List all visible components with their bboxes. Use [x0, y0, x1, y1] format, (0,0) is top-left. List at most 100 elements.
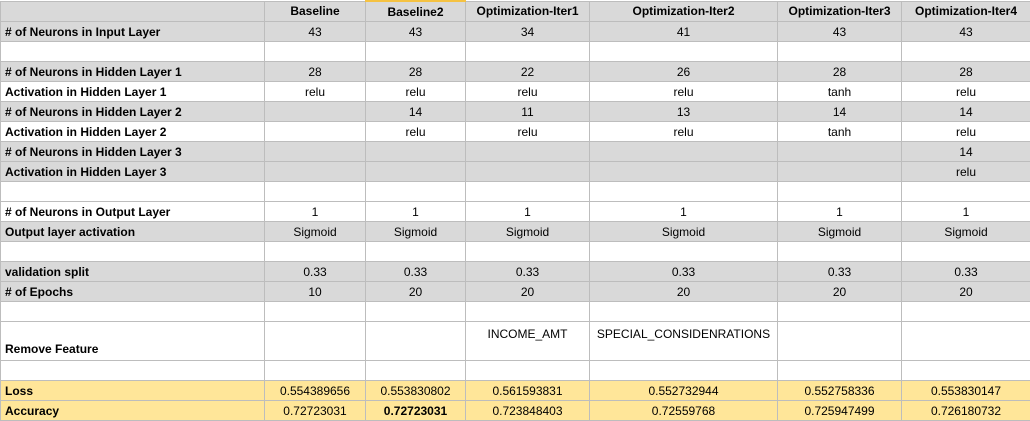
column-header[interactable]: Optimization-Iter4 — [902, 1, 1030, 22]
table-cell[interactable] — [902, 302, 1030, 322]
table-cell[interactable]: 14 — [778, 102, 902, 122]
table-cell[interactable]: relu — [466, 82, 590, 102]
table-cell[interactable]: 20 — [366, 282, 466, 302]
table-cell[interactable]: 28 — [778, 62, 902, 82]
table-cell[interactable] — [902, 361, 1030, 381]
table-cell[interactable]: 20 — [902, 282, 1030, 302]
table-cell[interactable]: relu — [590, 122, 778, 142]
table-cell[interactable] — [590, 142, 778, 162]
row-label[interactable] — [1, 42, 265, 62]
row-label[interactable]: Remove Feature — [1, 322, 265, 361]
table-cell[interactable] — [590, 162, 778, 182]
table-cell[interactable] — [902, 182, 1030, 202]
table-cell[interactable]: 41 — [590, 22, 778, 42]
table-cell[interactable] — [590, 42, 778, 62]
table-cell[interactable]: 43 — [265, 22, 366, 42]
table-cell[interactable] — [778, 242, 902, 262]
column-header[interactable]: Baseline — [265, 1, 366, 22]
corner-cell[interactable] — [1, 1, 265, 22]
row-label[interactable] — [1, 182, 265, 202]
row-label[interactable] — [1, 361, 265, 381]
table-cell[interactable]: 43 — [778, 22, 902, 42]
table-cell[interactable]: 22 — [466, 62, 590, 82]
row-label[interactable]: Loss — [1, 381, 265, 401]
table-cell[interactable]: 0.33 — [466, 262, 590, 282]
column-header[interactable]: Baseline2 — [366, 1, 466, 22]
table-cell[interactable] — [778, 42, 902, 62]
table-cell[interactable] — [466, 142, 590, 162]
table-cell[interactable] — [265, 102, 366, 122]
row-label[interactable] — [1, 242, 265, 262]
column-header[interactable]: Optimization-Iter1 — [466, 1, 590, 22]
table-cell[interactable] — [466, 302, 590, 322]
table-cell[interactable]: 0.33 — [366, 262, 466, 282]
table-cell[interactable] — [590, 242, 778, 262]
table-cell[interactable]: relu — [902, 122, 1030, 142]
table-cell[interactable]: 13 — [590, 102, 778, 122]
row-label[interactable]: Activation in Hidden Layer 2 — [1, 122, 265, 142]
row-label[interactable]: validation split — [1, 262, 265, 282]
table-cell[interactable]: 43 — [366, 22, 466, 42]
row-label[interactable]: # of Neurons in Input Layer — [1, 22, 265, 42]
table-cell[interactable]: 1 — [466, 202, 590, 222]
table-cell[interactable]: 0.553830802 — [366, 381, 466, 401]
table-cell[interactable] — [778, 182, 902, 202]
table-cell[interactable]: 14 — [366, 102, 466, 122]
table-cell[interactable]: 14 — [902, 102, 1030, 122]
row-label[interactable]: # of Neurons in Hidden Layer 3 — [1, 142, 265, 162]
table-cell[interactable] — [366, 182, 466, 202]
table-cell[interactable]: 20 — [466, 282, 590, 302]
table-cell[interactable]: relu — [902, 162, 1030, 182]
table-cell[interactable] — [265, 322, 366, 361]
table-cell[interactable]: 28 — [902, 62, 1030, 82]
table-cell[interactable]: 0.554389656 — [265, 381, 366, 401]
row-label[interactable]: # of Neurons in Hidden Layer 1 — [1, 62, 265, 82]
table-cell[interactable] — [590, 361, 778, 381]
table-cell[interactable] — [902, 322, 1030, 361]
table-cell[interactable] — [902, 242, 1030, 262]
table-cell[interactable] — [778, 162, 902, 182]
table-cell[interactable] — [778, 142, 902, 162]
table-cell[interactable] — [902, 42, 1030, 62]
table-cell[interactable] — [466, 242, 590, 262]
table-cell[interactable]: 28 — [366, 62, 466, 82]
table-cell[interactable]: 1 — [778, 202, 902, 222]
table-cell[interactable]: 10 — [265, 282, 366, 302]
table-cell[interactable]: relu — [902, 82, 1030, 102]
table-cell[interactable]: Sigmoid — [902, 222, 1030, 242]
table-cell[interactable]: 1 — [902, 202, 1030, 222]
table-cell[interactable] — [778, 361, 902, 381]
table-cell[interactable]: relu — [366, 122, 466, 142]
table-cell[interactable] — [590, 182, 778, 202]
table-cell[interactable] — [466, 162, 590, 182]
table-cell[interactable]: Sigmoid — [466, 222, 590, 242]
table-cell[interactable]: Sigmoid — [265, 222, 366, 242]
table-cell[interactable]: Sigmoid — [590, 222, 778, 242]
row-label[interactable]: # of Neurons in Hidden Layer 2 — [1, 102, 265, 122]
table-cell[interactable]: tanh — [778, 122, 902, 142]
row-label[interactable]: Activation in Hidden Layer 1 — [1, 82, 265, 102]
table-cell[interactable] — [366, 142, 466, 162]
table-cell[interactable] — [590, 302, 778, 322]
table-cell[interactable]: 11 — [466, 102, 590, 122]
table-cell[interactable] — [265, 361, 366, 381]
table-cell[interactable]: 0.33 — [778, 262, 902, 282]
table-cell[interactable]: tanh — [778, 82, 902, 102]
row-label[interactable]: Output layer activation — [1, 222, 265, 242]
table-cell[interactable]: 0.33 — [902, 262, 1030, 282]
table-cell[interactable] — [466, 361, 590, 381]
table-cell[interactable]: relu — [590, 82, 778, 102]
table-cell[interactable] — [265, 302, 366, 322]
table-cell[interactable] — [265, 242, 366, 262]
table-cell[interactable]: 0.561593831 — [466, 381, 590, 401]
table-cell[interactable] — [778, 302, 902, 322]
table-cell[interactable]: 14 — [902, 142, 1030, 162]
column-header[interactable]: Optimization-Iter3 — [778, 1, 902, 22]
table-cell[interactable]: 1 — [265, 202, 366, 222]
table-cell[interactable]: 1 — [590, 202, 778, 222]
table-cell[interactable] — [265, 142, 366, 162]
table-cell[interactable]: INCOME_AMT — [466, 322, 590, 361]
table-cell[interactable]: 0.33 — [265, 262, 366, 282]
table-cell[interactable] — [265, 42, 366, 62]
row-label[interactable] — [1, 302, 265, 322]
